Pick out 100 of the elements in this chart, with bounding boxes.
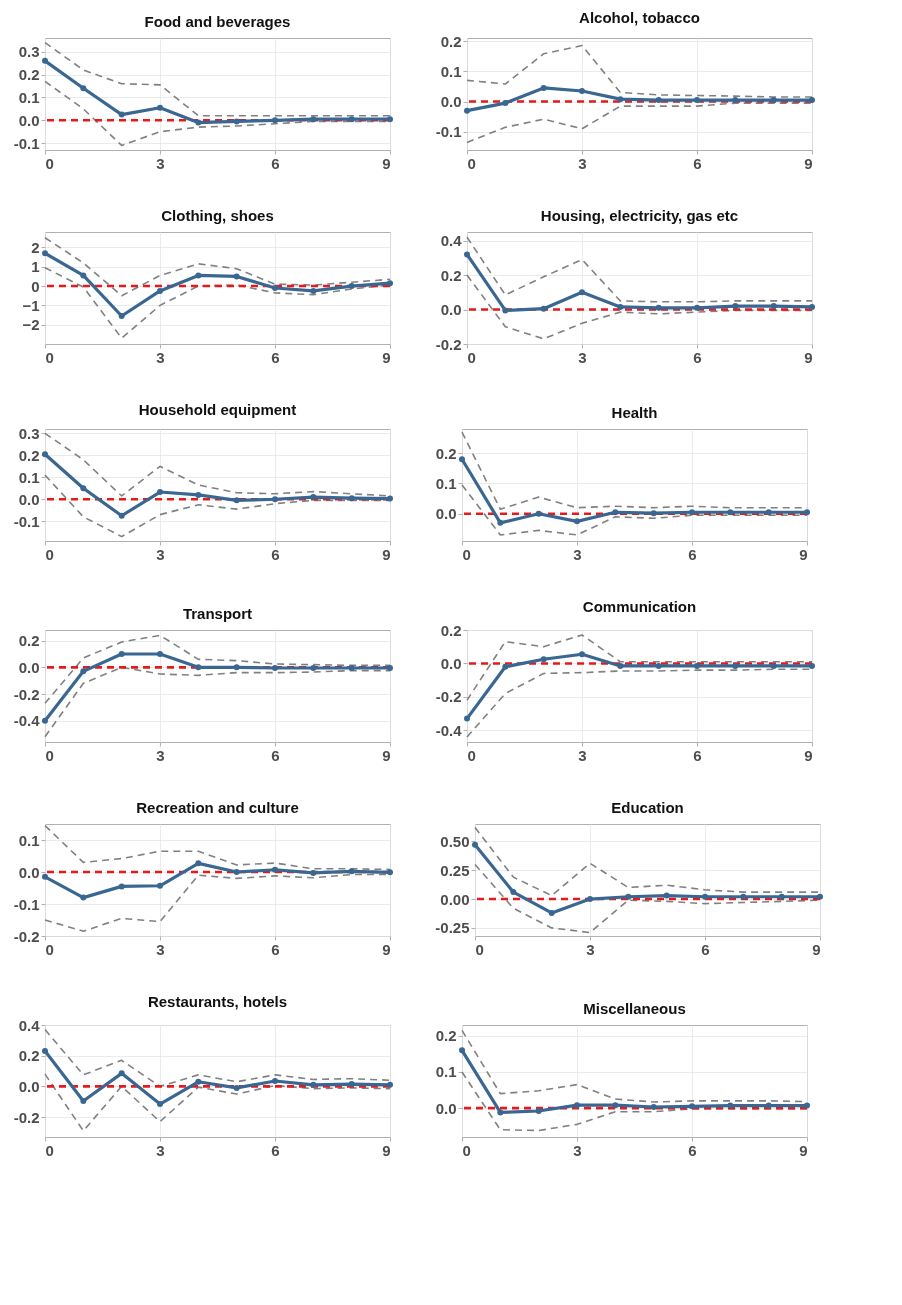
chart-title: Housing, electricity, gas etc bbox=[540, 207, 739, 224]
point bbox=[42, 873, 48, 880]
point bbox=[502, 663, 509, 670]
point bbox=[702, 893, 708, 900]
x-tick-label: 9 bbox=[804, 154, 813, 172]
x-tick-label: 3 bbox=[573, 1141, 582, 1159]
point bbox=[579, 651, 585, 658]
x-tick-label: 6 bbox=[271, 154, 280, 172]
point bbox=[195, 491, 202, 498]
x-tick-label: 9 bbox=[382, 154, 391, 172]
point bbox=[310, 116, 317, 123]
y-tick-label: 0.2 bbox=[18, 66, 40, 84]
y-tick-label: -0.4 bbox=[435, 721, 463, 739]
x-tick-label: 3 bbox=[156, 940, 165, 958]
point bbox=[535, 1107, 542, 1114]
x-tick-label: 9 bbox=[382, 746, 391, 764]
x-tick-label: 3 bbox=[156, 348, 165, 366]
point bbox=[689, 509, 695, 516]
x-tick-label: 6 bbox=[271, 348, 280, 366]
point bbox=[118, 111, 125, 118]
y-tick-label: 0.2 bbox=[18, 632, 40, 650]
point bbox=[497, 1109, 504, 1116]
chart-title: Communication bbox=[582, 598, 697, 615]
line-series bbox=[44, 634, 391, 705]
x-tick-label: 6 bbox=[688, 1141, 697, 1159]
point bbox=[42, 451, 48, 458]
point bbox=[387, 1081, 393, 1088]
point bbox=[617, 96, 624, 103]
point bbox=[770, 97, 777, 104]
x-tick-label: 0 bbox=[45, 348, 54, 366]
y-tick-label: 0.1 bbox=[435, 474, 457, 492]
point bbox=[80, 894, 87, 901]
y-tick-label: 0.0 bbox=[18, 863, 40, 881]
line-series bbox=[466, 634, 813, 702]
y-tick-label: 0.0 bbox=[440, 93, 462, 111]
y-tick-label: 0.0 bbox=[18, 658, 40, 676]
y-tick-label: 0.2 bbox=[440, 32, 462, 50]
point bbox=[118, 1070, 125, 1077]
line-series bbox=[44, 236, 391, 297]
point bbox=[694, 304, 700, 311]
chart-title: Health bbox=[611, 404, 658, 421]
y-tick-label: -0.1 bbox=[435, 123, 462, 141]
point bbox=[574, 518, 580, 525]
point bbox=[118, 883, 125, 890]
point bbox=[548, 909, 555, 916]
x-tick-label: 0 bbox=[45, 545, 54, 563]
line-series bbox=[466, 236, 813, 303]
point bbox=[655, 97, 662, 104]
point bbox=[650, 1104, 657, 1111]
point bbox=[694, 662, 700, 669]
y-tick-label: 0.1 bbox=[440, 62, 462, 80]
point bbox=[655, 662, 662, 669]
point bbox=[272, 285, 278, 291]
y-tick-label: 1 bbox=[31, 258, 40, 276]
point bbox=[535, 510, 542, 517]
point bbox=[540, 656, 547, 663]
y-tick-label: -0.25 bbox=[435, 919, 470, 937]
point bbox=[502, 100, 509, 107]
y-tick-label: 0.3 bbox=[18, 424, 40, 442]
y-tick-label: 0.1 bbox=[18, 468, 40, 486]
chart-title: Household equipment bbox=[138, 401, 297, 419]
y-tick-label: -0.1 bbox=[13, 895, 40, 913]
point bbox=[348, 868, 355, 875]
y-tick-label: 0.2 bbox=[435, 444, 457, 462]
point bbox=[157, 1101, 163, 1108]
point bbox=[765, 1102, 772, 1109]
y-tick-label: 0.2 bbox=[440, 266, 462, 284]
point bbox=[272, 665, 278, 671]
y-tick-label: -0.4 bbox=[13, 712, 41, 730]
point bbox=[195, 119, 202, 126]
point bbox=[310, 665, 317, 671]
y-tick-label: 0.0 bbox=[18, 490, 40, 508]
x-tick-label: 6 bbox=[271, 940, 280, 958]
x-tick-label: 6 bbox=[693, 348, 702, 366]
x-tick-label: 3 bbox=[578, 746, 587, 764]
y-tick-label: 0.0 bbox=[18, 111, 40, 129]
point bbox=[732, 303, 739, 310]
point bbox=[195, 1078, 202, 1085]
point bbox=[387, 280, 393, 287]
point bbox=[80, 668, 87, 675]
x-tick-label: 6 bbox=[271, 1141, 280, 1159]
point bbox=[387, 495, 393, 502]
point bbox=[233, 664, 240, 671]
point bbox=[464, 715, 470, 722]
point bbox=[727, 1102, 734, 1109]
point bbox=[348, 1081, 355, 1088]
point bbox=[612, 1102, 619, 1109]
point bbox=[348, 495, 355, 502]
line-series bbox=[44, 666, 391, 738]
x-tick-label: 6 bbox=[693, 746, 702, 764]
x-tick-label: 6 bbox=[271, 545, 280, 563]
x-tick-label: 9 bbox=[812, 940, 821, 958]
point bbox=[497, 519, 504, 526]
y-tick-label: 0.4 bbox=[440, 232, 463, 250]
point bbox=[80, 272, 87, 279]
point bbox=[804, 1102, 810, 1109]
y-tick-label: 2 bbox=[31, 238, 40, 256]
x-tick-label: 9 bbox=[382, 1141, 391, 1159]
point bbox=[612, 509, 619, 516]
point bbox=[233, 497, 240, 504]
